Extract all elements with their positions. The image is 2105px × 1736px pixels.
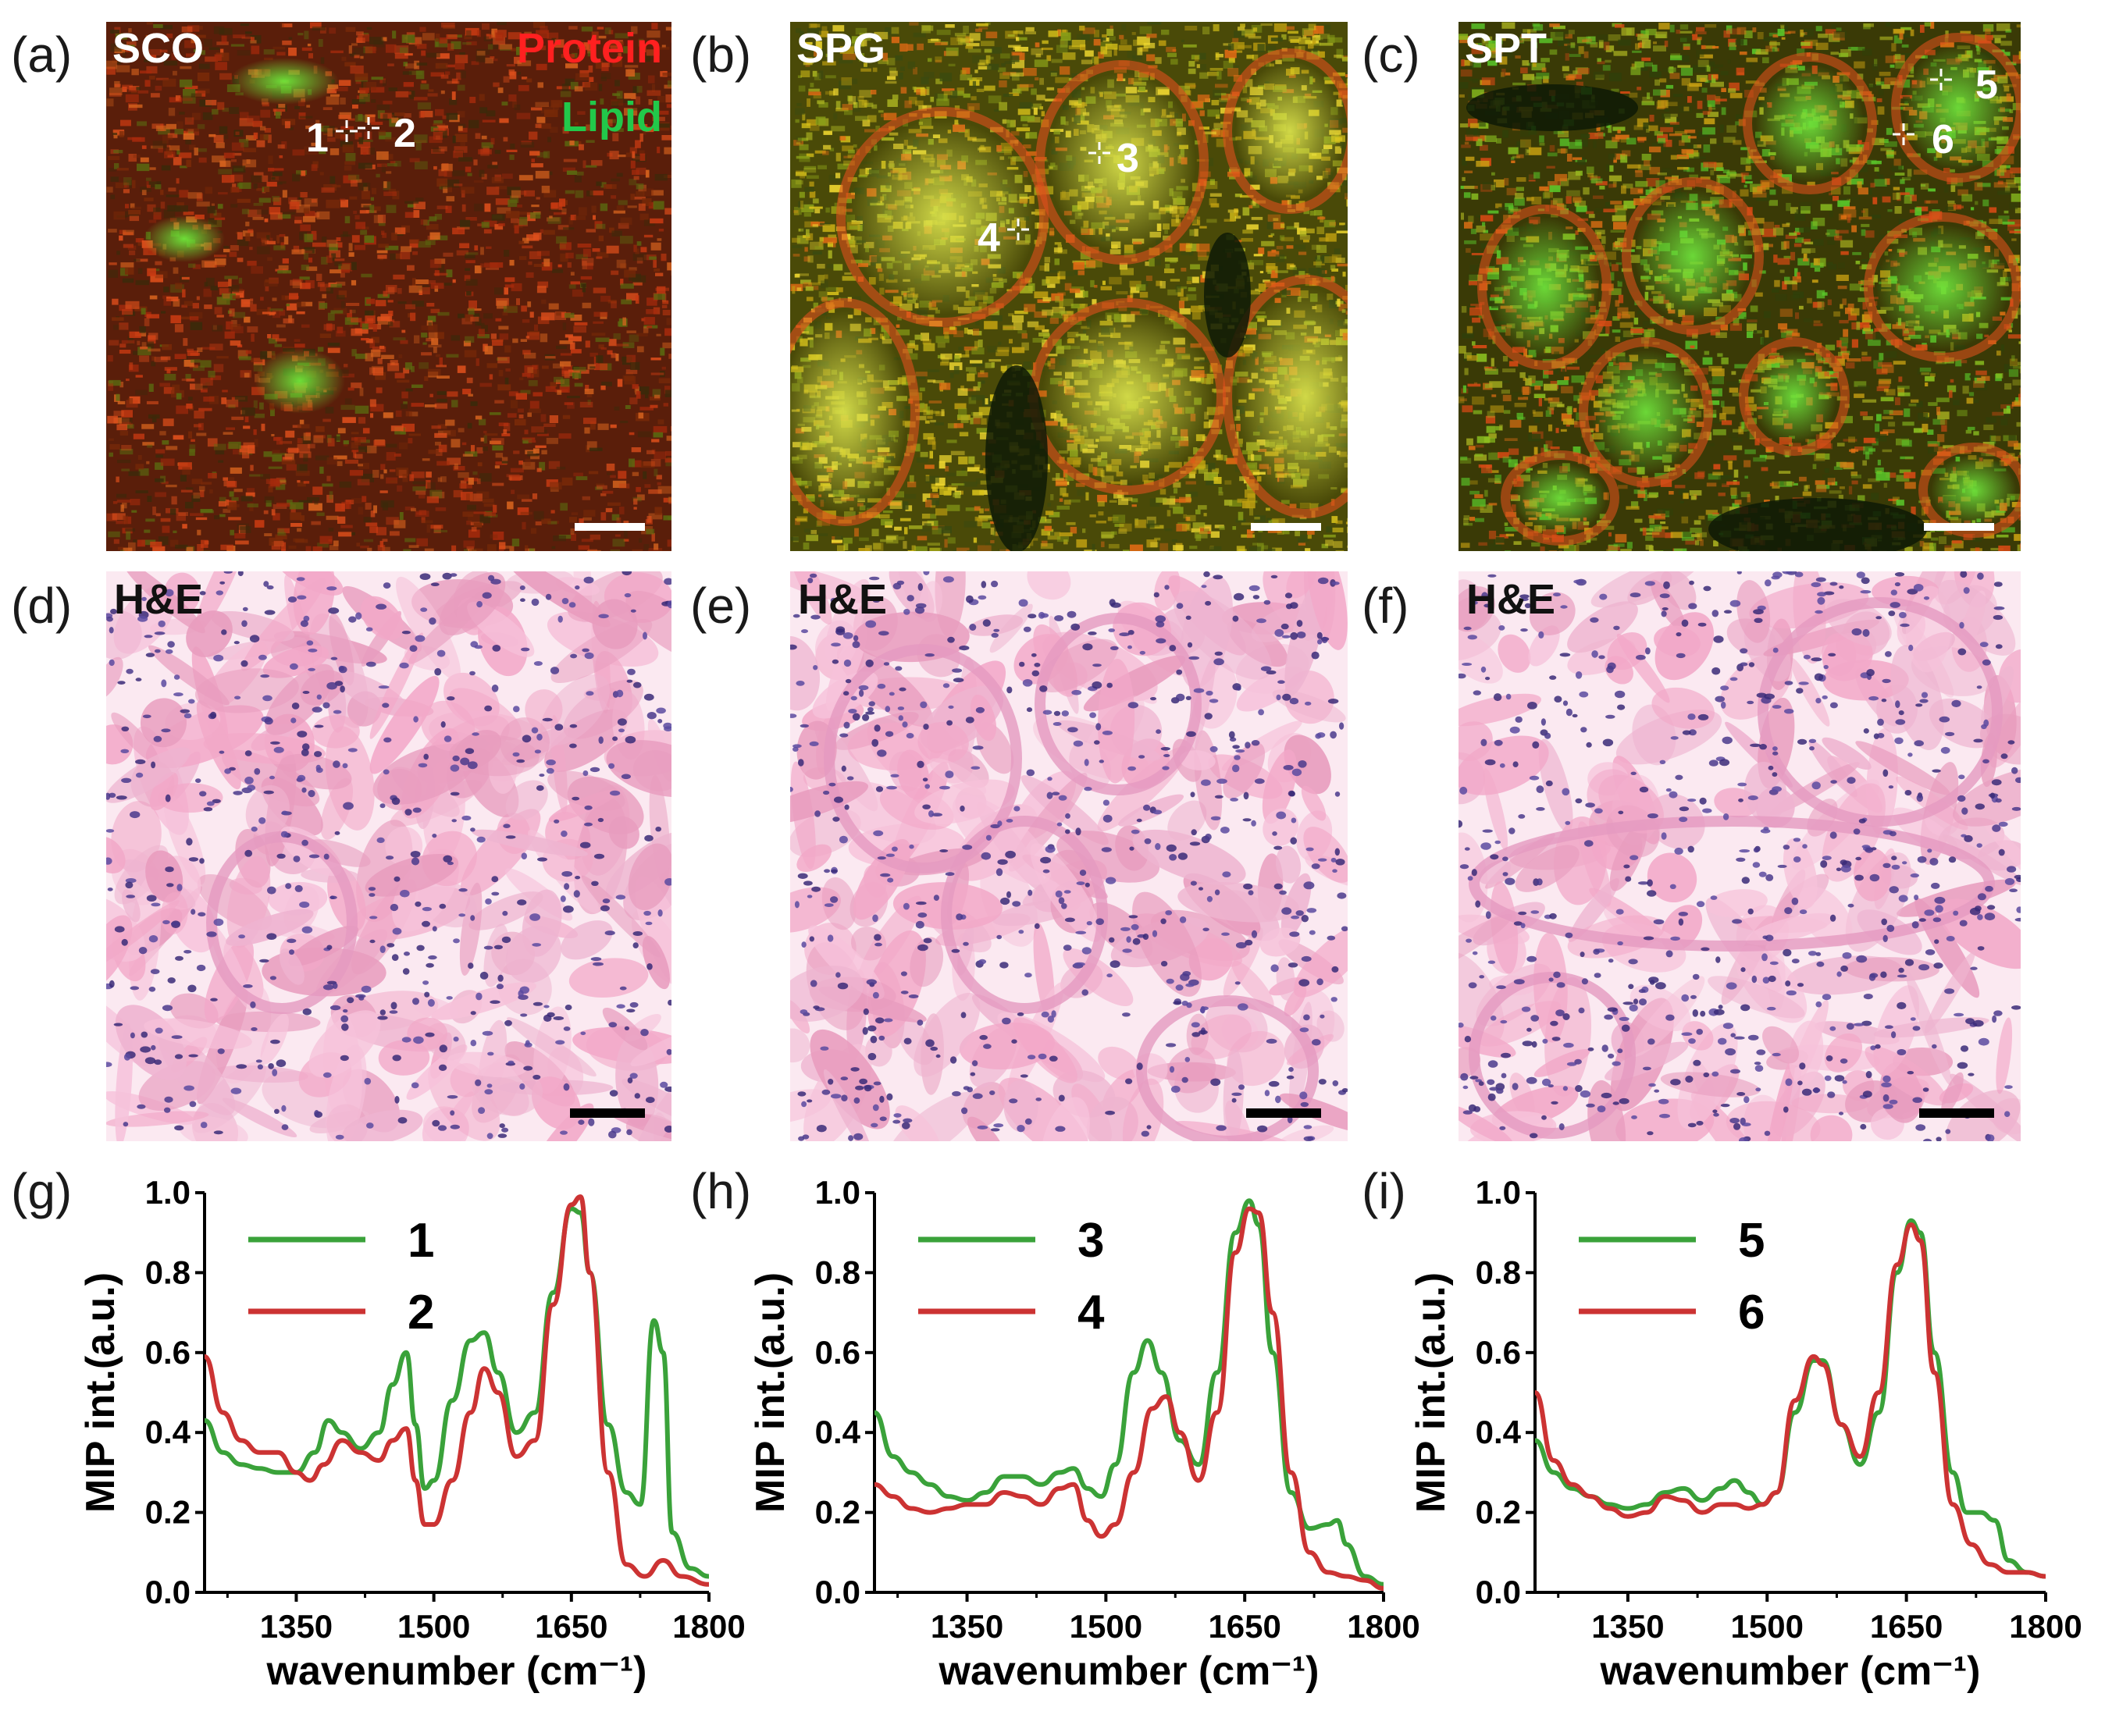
spectrum-chart-h: 0.0 0.2 0.4 0.6 0.8 1.0 1350 1500 1650 1800 wavenu…	[748, 1174, 1420, 1694]
x-tick-label: 1350	[931, 1608, 1003, 1645]
panel-letter-c: (c)	[1362, 27, 1420, 83]
panel-label-he-f: H&E	[1466, 576, 1555, 623]
x-tick-label: 1650	[535, 1608, 607, 1645]
panel-letter-h: (h)	[690, 1163, 752, 1219]
legend-label-5: 5	[1738, 1214, 1765, 1268]
y-tick-label: 0.0	[815, 1574, 860, 1610]
y-tick-label: 0.6	[145, 1334, 191, 1371]
y-tick-label: 1.0	[815, 1174, 860, 1211]
x-axis-label: wavenumber (cm⁻¹)	[939, 1649, 1320, 1694]
he-image-sco: H&E	[106, 571, 671, 1141]
panel-letter-f: (f)	[1362, 578, 1409, 634]
series-line-5	[1533, 1218, 2046, 1579]
x-tick-label: 1350	[1591, 1608, 1664, 1645]
crosshair-marker-icon	[1930, 69, 1952, 91]
y-axis-label: MIP int.(a.u.)	[748, 1272, 793, 1513]
x-tick-label: 1800	[2009, 1608, 2082, 1645]
x-tick-label: 1500	[397, 1608, 470, 1645]
y-tick-label: 1.0	[1476, 1174, 1521, 1211]
x-tick-label: 1350	[260, 1608, 333, 1645]
y-tick-label: 0.2	[815, 1494, 860, 1531]
x-tick-label: 1800	[1347, 1608, 1419, 1645]
legend-label-3: 3	[1077, 1214, 1104, 1268]
crosshair-marker-icon	[1088, 142, 1110, 164]
y-tick-label: 0.8	[1476, 1254, 1521, 1290]
panel-letter-e: (e)	[690, 578, 752, 634]
mip-image-spt-canvas: SPT 56	[1459, 22, 2021, 551]
y-tick-label: 0.2	[1476, 1494, 1521, 1531]
y-axis-label: MIP int.(a.u.)	[1409, 1272, 1454, 1513]
series-line-4	[874, 1206, 1384, 1591]
y-tick-label: 0.0	[145, 1574, 191, 1610]
crosshair-marker-icon	[1007, 219, 1029, 240]
he-image-sco-canvas: H&E	[106, 571, 671, 1141]
legend-label-2: 2	[408, 1286, 434, 1339]
he-image-spt-canvas: H&E	[1459, 571, 2021, 1141]
scale-bar	[1251, 523, 1321, 531]
mip-image-sco: SCO Protein Lipid 1 2	[106, 22, 671, 551]
panel-label-spg: SPG	[796, 25, 885, 72]
y-tick-label: 0.4	[145, 1414, 191, 1450]
legend-label-1: 1	[408, 1214, 434, 1268]
panel-label-he-d: H&E	[114, 576, 203, 623]
scale-bar	[575, 523, 645, 531]
crosshair-marker-icon	[358, 117, 379, 139]
legend-protein: Protein	[517, 25, 662, 72]
panel-label-sco: SCO	[112, 25, 204, 72]
panel-letter-b: (b)	[690, 27, 752, 83]
scale-bar	[1924, 523, 1994, 531]
y-tick-label: 0.2	[145, 1494, 191, 1531]
he-image-spt: H&E	[1459, 571, 2021, 1141]
scale-bar	[570, 1108, 645, 1118]
series-line-3	[873, 1198, 1384, 1587]
y-tick-label: 0.4	[815, 1414, 861, 1450]
marker-label-5: 5	[1975, 62, 1998, 108]
panel-letter-i: (i)	[1362, 1163, 1406, 1219]
x-tick-label: 1500	[1731, 1608, 1804, 1645]
y-tick-label: 0.6	[815, 1334, 860, 1371]
panel-letter-g: (g)	[11, 1163, 73, 1219]
x-tick-label: 1800	[672, 1608, 745, 1645]
y-tick-label: 0.6	[1476, 1334, 1521, 1371]
he-image-spg-canvas: H&E	[790, 571, 1348, 1141]
x-tick-label: 1650	[1870, 1608, 1943, 1645]
y-tick-label: 0.0	[1476, 1574, 1521, 1610]
marker-label-1: 1	[306, 116, 329, 161]
scale-bar	[1246, 1108, 1321, 1118]
spectrum-chart-i: 0.0 0.2 0.4 0.6 0.8 1.0 1350 1500 1650 1800 wavenu…	[1409, 1174, 2082, 1694]
panel-label-he-e: H&E	[798, 576, 887, 623]
x-tick-label: 1650	[1208, 1608, 1280, 1645]
mip-image-spg-canvas: SPG 3 4	[790, 22, 1348, 551]
legend-label-6: 6	[1738, 1286, 1765, 1339]
legend-lipid: Lipid	[561, 94, 662, 141]
he-image-spg: H&E	[790, 571, 1348, 1141]
marker-label-2: 2	[394, 111, 416, 156]
y-tick-label: 0.8	[145, 1254, 191, 1290]
panel-letter-d: (d)	[11, 578, 73, 634]
y-tick-label: 1.0	[145, 1174, 191, 1211]
marker-label-6: 6	[1932, 117, 1954, 162]
series-line-6	[1533, 1222, 2046, 1579]
series-line-2	[203, 1194, 710, 1587]
y-tick-label: 0.8	[815, 1254, 860, 1290]
crosshair-marker-icon	[336, 120, 358, 142]
series-line-1	[203, 1206, 710, 1579]
panel-letter-a: (a)	[11, 27, 73, 83]
y-tick-label: 0.4	[1476, 1414, 1522, 1450]
marker-label-4: 4	[978, 215, 1000, 261]
x-axis-label: wavenumber (cm⁻¹)	[266, 1649, 647, 1694]
panel-label-spt: SPT	[1465, 25, 1547, 72]
spectrum-chart-g: 0.0 0.2 0.4 0.6 0.8 1.0 1350 1500 1650 1800 wavenu…	[78, 1174, 746, 1694]
x-axis-label: wavenumber (cm⁻¹)	[1600, 1649, 1981, 1694]
legend-label-4: 4	[1077, 1286, 1105, 1339]
scale-bar	[1919, 1108, 1994, 1118]
marker-label-3: 3	[1117, 136, 1139, 181]
y-axis-label: MIP int.(a.u.)	[78, 1272, 123, 1513]
mip-image-spt: SPT 5 6	[1459, 22, 2021, 551]
mip-image-spg: SPG 3 4	[790, 22, 1348, 551]
mip-image-sco-canvas: SCO Protein Lipid 1 2	[106, 22, 671, 551]
crosshair-marker-icon	[1893, 123, 1914, 145]
x-tick-label: 1500	[1070, 1608, 1142, 1645]
